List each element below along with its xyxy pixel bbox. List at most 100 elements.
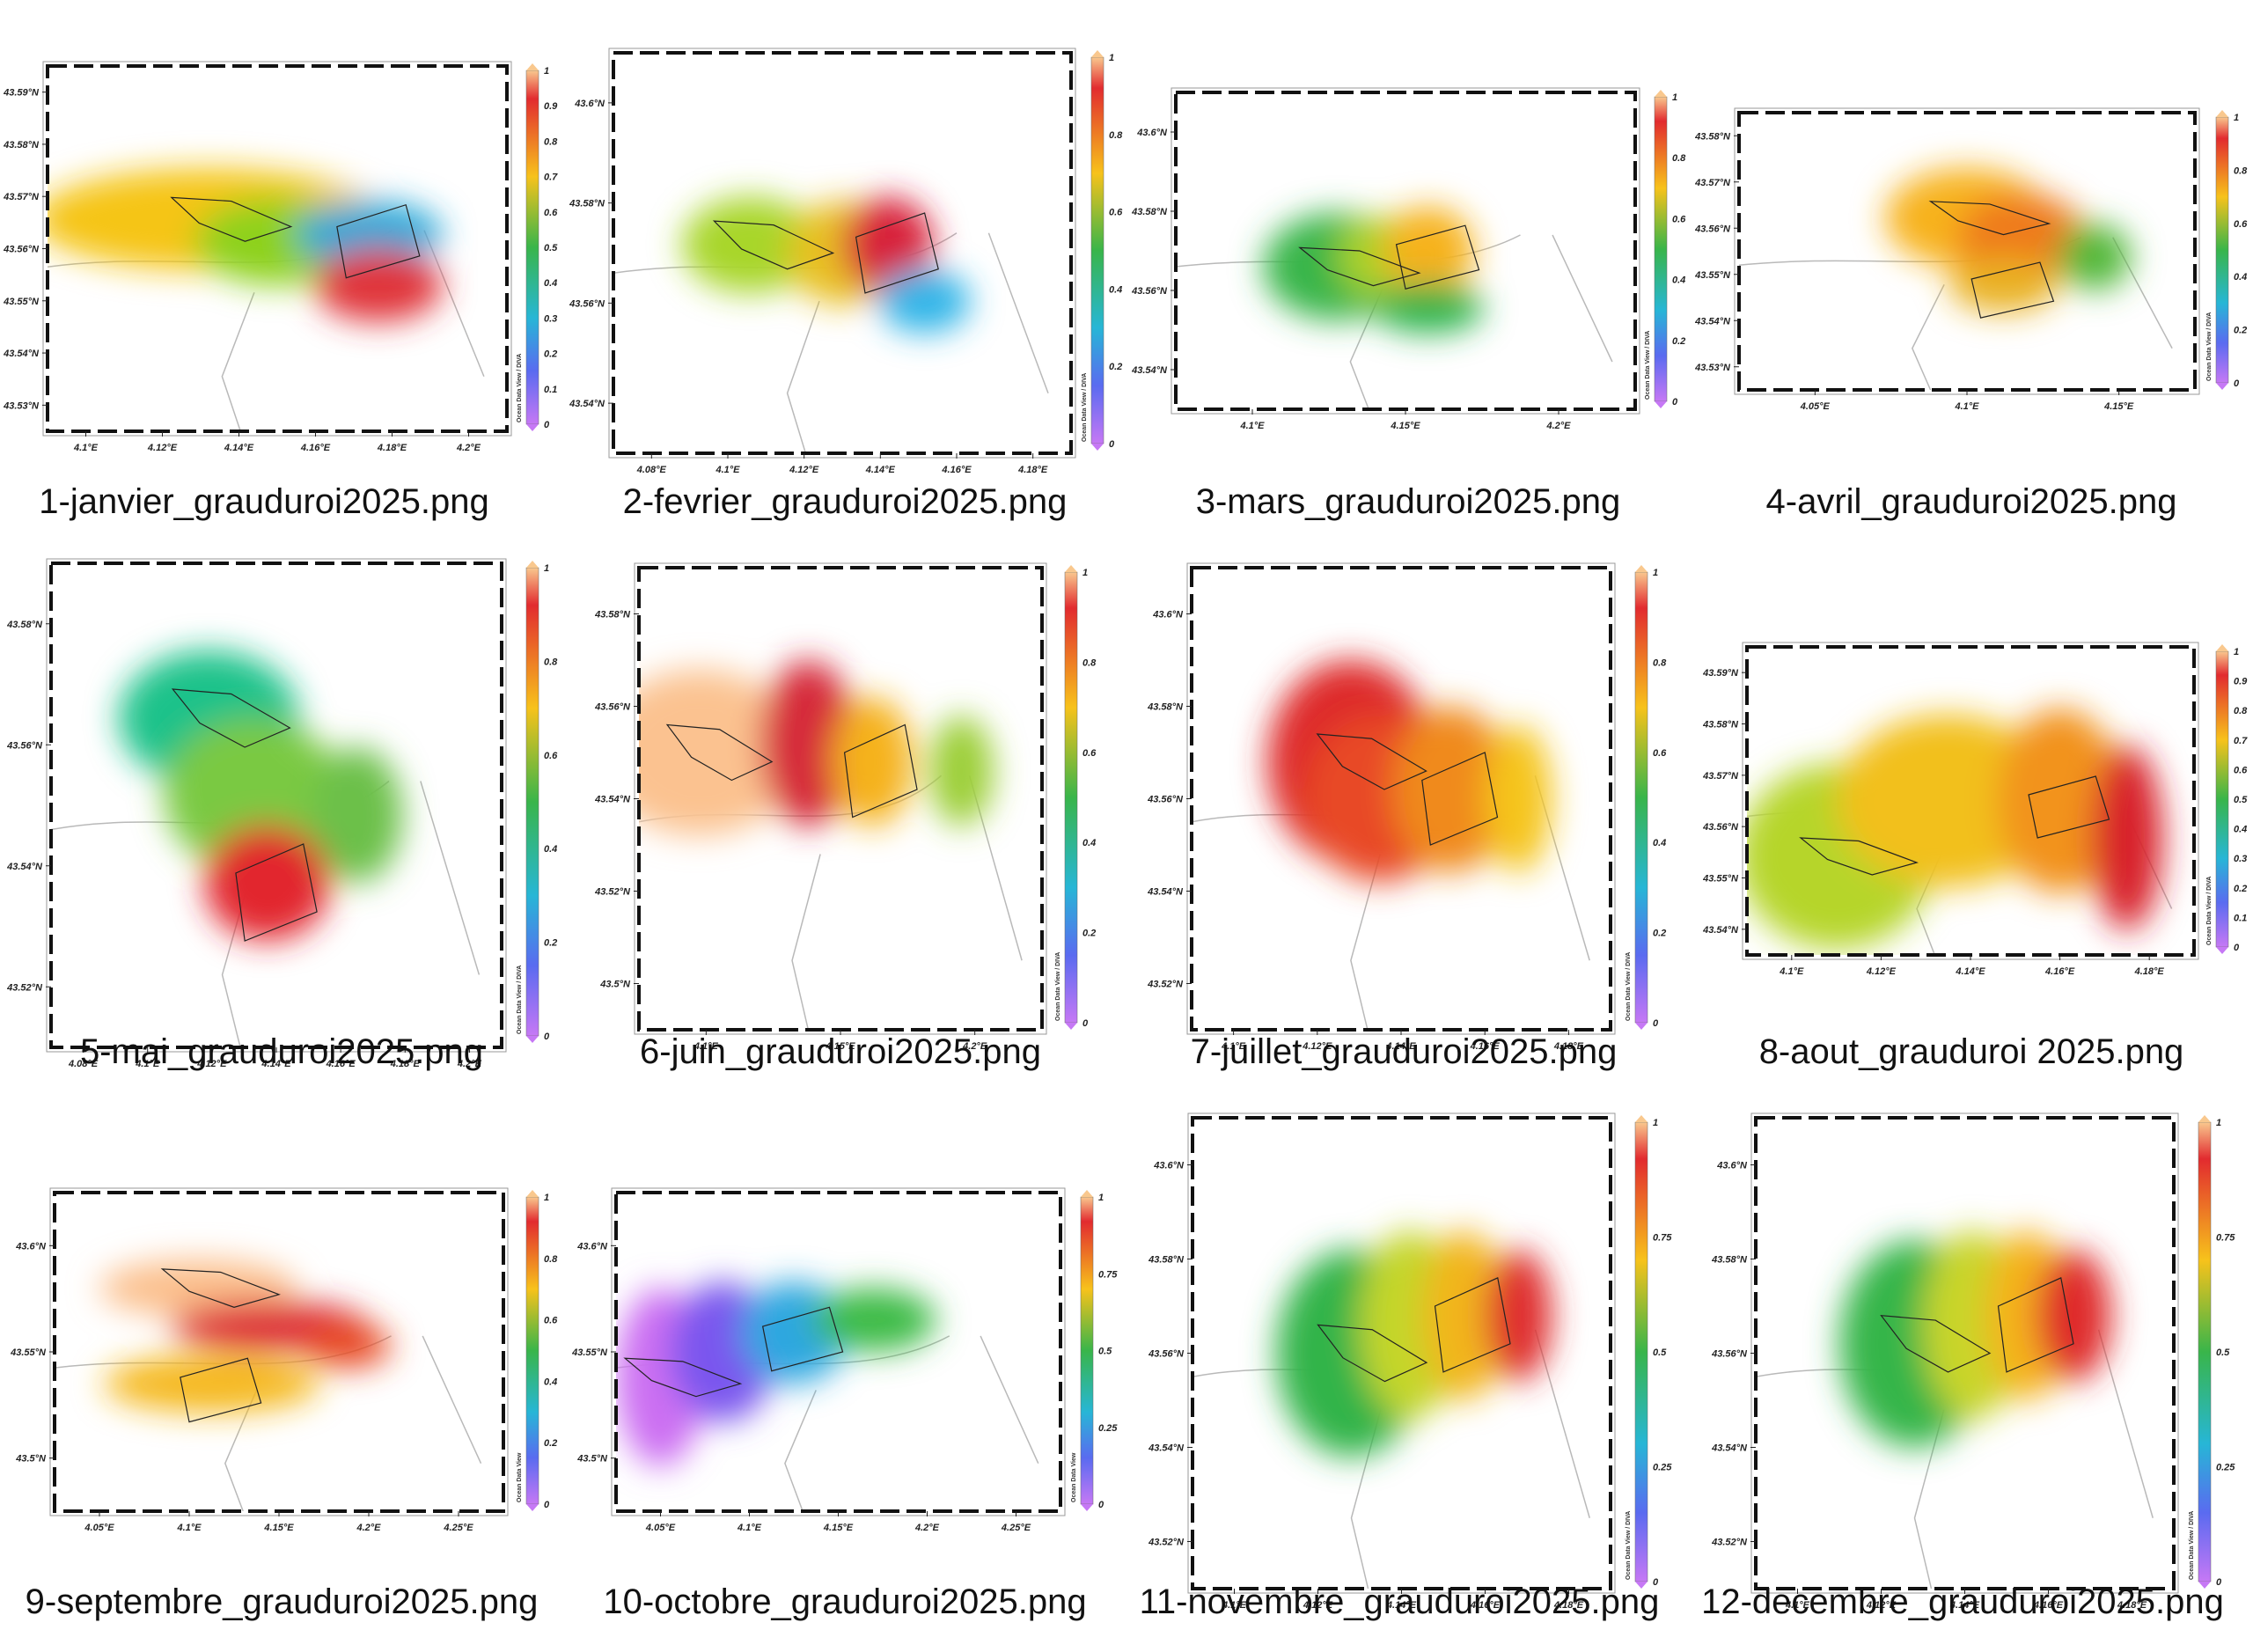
colorbar-tick-label: 0.8 <box>2234 706 2248 716</box>
colorbar-max-arrow <box>2198 1115 2211 1122</box>
colorbar-tick-label: 0.8 <box>1082 657 1097 668</box>
x-tick-label: 4.08°E <box>68 1059 99 1069</box>
x-tick-label: 4.2°E <box>1545 421 1571 431</box>
x-tick-label: 4.18°E <box>1553 1600 1584 1611</box>
odv-watermark: Ocean Data View / DIVA <box>2206 312 2213 381</box>
colorbar-tick-label: 0.5 <box>544 243 558 253</box>
colorbar-min-arrow <box>2216 383 2228 390</box>
y-tick-label: 43.58°N <box>1147 702 1184 713</box>
y-tick-label: 43.59°N <box>3 88 40 99</box>
colorbar-min-arrow <box>1655 401 1667 408</box>
colorbar-tick-label: 1 <box>2234 113 2239 123</box>
x-tick-label: 4.25°E <box>443 1523 473 1533</box>
map-frame <box>612 51 1073 455</box>
colorbar-min-arrow <box>2216 947 2228 954</box>
field-patch <box>204 825 331 941</box>
colorbar-min-arrow <box>526 424 539 431</box>
x-tick-label: 4.12°E <box>1866 966 1897 977</box>
colorbar-max-arrow <box>526 63 539 70</box>
odv-watermark: Ocean Data View / DIVA <box>517 966 523 1034</box>
colorbar-tick-label: 0.5 <box>2234 795 2248 805</box>
x-tick-label: 4.2°E <box>456 443 481 453</box>
x-tick-label: 4.18°E <box>1017 465 1048 475</box>
y-tick-label: 43.53°N <box>3 400 40 411</box>
colorbar-tick-label: 0.8 <box>544 136 558 147</box>
field-patch <box>1485 724 1552 873</box>
interpolation-field <box>1266 660 1552 882</box>
colorbar-min-arrow <box>1635 1023 1648 1030</box>
zone-outline <box>170 196 293 242</box>
x-tick-label: 4.16°E <box>300 443 331 453</box>
colorbar-tick-label: 0.25 <box>1653 1463 1672 1473</box>
colorbar-tick-label: 0.2 <box>544 938 557 949</box>
colorbar-min-arrow <box>526 1036 539 1043</box>
x-tick-label: 4.14°E <box>1949 1600 1980 1611</box>
field-patch <box>313 248 443 322</box>
x-tick-label: 4.12°E <box>1302 1041 1332 1052</box>
y-tick-label: 43.6°N <box>15 1241 47 1252</box>
colorbar-tick-label: 1 <box>2216 1118 2221 1128</box>
colorbar-tick-label: 0 <box>1653 1018 1659 1029</box>
x-tick-label: 4.2°E <box>356 1523 381 1533</box>
colorbar-tick-label: 0.3 <box>544 313 557 324</box>
panel-caption: 12-decembre_grauduroi2025.png <box>1701 1582 2224 1621</box>
colorbar <box>2198 1121 2212 1582</box>
colorbar-tick-label: 0.4 <box>544 1377 557 1387</box>
colorbar-max-arrow <box>1655 90 1667 97</box>
y-tick-label: 43.56°N <box>1711 1349 1748 1360</box>
y-tick-label: 43.55°N <box>1694 270 1731 281</box>
y-tick-label: 43.54°N <box>1147 887 1184 898</box>
map-frame <box>49 562 503 1049</box>
panel-caption: 10-octobre_grauduroi2025.png <box>603 1582 1087 1621</box>
field-patch <box>1373 283 1484 334</box>
y-tick-label: 43.56°N <box>1147 795 1184 805</box>
y-tick-label: 43.52°N <box>6 982 43 993</box>
x-tick-label: 4.18°E <box>1553 1041 1584 1052</box>
y-tick-label: 43.54°N <box>3 349 40 359</box>
y-tick-label: 43.55°N <box>3 297 40 307</box>
colorbar-tick-label: 0.4 <box>544 278 557 289</box>
x-tick-label: 4.1°E <box>1779 966 1804 977</box>
zone-outline <box>1997 1277 2074 1373</box>
field-patch <box>1485 1249 1552 1382</box>
panel-caption: 4-avril_grauduroi2025.png <box>1765 482 2177 521</box>
odv-watermark: Ocean Data View / DIVA <box>517 354 523 422</box>
odv-watermark: Ocean Data View / DIVA <box>1645 331 1651 400</box>
colorbar-tick-label: 0.2 <box>1082 929 1096 939</box>
y-tick-label: 43.56°N <box>3 245 40 255</box>
zone-outline <box>855 212 939 294</box>
colorbar-tick-label: 0.3 <box>2234 854 2247 864</box>
colorbar-tick-label: 0 <box>1109 439 1115 450</box>
zone-outline <box>1316 733 1427 790</box>
colorbar-tick-label: 0.6 <box>1082 748 1097 759</box>
colorbar-tick-label: 0.6 <box>2234 219 2248 230</box>
x-tick-label: 4.15°E <box>2103 401 2134 412</box>
colorbar-tick-label: 0.2 <box>1672 336 1685 347</box>
interpolation-field <box>48 168 443 322</box>
x-tick-label: 4.05°E <box>645 1523 676 1533</box>
field-patch <box>2091 745 2163 930</box>
colorbar-tick-label: 0.4 <box>2234 825 2247 835</box>
y-tick-label: 43.54°N <box>1694 316 1731 327</box>
x-tick-label: 4.16°E <box>2033 1600 2064 1611</box>
field-patch <box>811 1288 936 1353</box>
field-patch <box>295 201 443 268</box>
x-tick-label: 4.16°E <box>1470 1041 1501 1052</box>
colorbar-tick-label: 0 <box>2234 943 2240 953</box>
y-tick-label: 43.54°N <box>1711 1443 1748 1454</box>
y-tick-label: 43.58°N <box>1711 1255 1748 1266</box>
y-tick-label: 43.55°N <box>1702 874 1739 885</box>
field-patch <box>301 1323 392 1369</box>
colorbar-tick-label: 0.8 <box>2234 165 2248 176</box>
colorbar-tick-label: 0 <box>1653 1577 1659 1588</box>
colorbar-tick-label: 0.4 <box>1653 838 1666 848</box>
x-tick-label: 4.1°E <box>1239 421 1265 431</box>
zone-outline <box>160 1268 281 1308</box>
colorbar-tick-label: 0 <box>544 420 550 430</box>
field-patch <box>1997 709 2123 893</box>
y-tick-label: 43.56°N <box>594 702 631 713</box>
colorbar-tick-label: 0 <box>1082 1018 1089 1029</box>
y-tick-label: 43.57°N <box>1702 771 1739 782</box>
